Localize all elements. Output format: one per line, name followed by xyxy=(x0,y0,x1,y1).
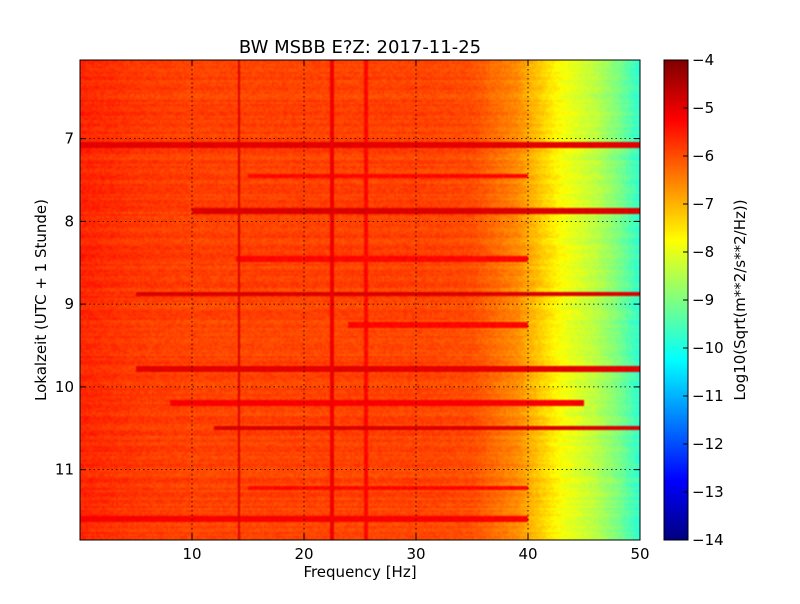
colorbar-tick-label: −13 xyxy=(692,483,724,501)
x-axis: 10 20 30 40 50 xyxy=(182,60,650,563)
colorbar-tick-label: −4 xyxy=(692,51,714,69)
y-axis: 7 8 9 10 11 xyxy=(55,130,640,479)
x-tick-label: 30 xyxy=(406,545,425,563)
colorbar-tick-label: −14 xyxy=(692,531,724,549)
x-tick-label: 20 xyxy=(294,545,313,563)
colorbar-tick-label: −7 xyxy=(692,195,714,213)
x-tick-label: 50 xyxy=(630,545,649,563)
colorbar-tick-label: −11 xyxy=(692,387,724,405)
plot-area xyxy=(79,59,641,541)
colorbar-label: Log10(Sqrt(m**2/s**2/Hz)) xyxy=(731,199,749,400)
y-tick-label: 11 xyxy=(55,461,74,479)
grid-lines xyxy=(80,60,640,540)
x-tick-label: 40 xyxy=(518,545,537,563)
chart-title: BW MSBB E?Z: 2017-11-25 xyxy=(239,37,481,58)
plot-frame xyxy=(79,59,641,541)
spectrogram-image xyxy=(80,60,640,540)
y-tick-label: 10 xyxy=(55,378,74,396)
colorbar-tick-label: −10 xyxy=(692,339,724,357)
colorbar-tick-label: −9 xyxy=(692,291,714,309)
x-axis-label: Frequency [Hz] xyxy=(303,563,416,581)
y-axis-label: Lokalzeit (UTC + 1 Stunde) xyxy=(32,199,50,401)
colorbar-tick-label: −5 xyxy=(692,99,714,117)
colorbar-tick-label: −6 xyxy=(692,147,714,165)
x-tick-label: 10 xyxy=(182,545,201,563)
y-tick-label: 9 xyxy=(64,295,74,313)
colorbar-tick-label: −8 xyxy=(692,243,714,261)
colorbar-tick-label: −12 xyxy=(692,435,724,453)
colorbar: −4 −5 −6 −7 −8 −9 −10 −11 −12 −13 −14 Log10(Sqrt(m… xyxy=(663,51,749,549)
y-tick-label: 8 xyxy=(64,212,74,230)
colorbar-ticks: −4 −5 −6 −7 −8 −9 −10 −11 −12 −13 −14 xyxy=(683,51,724,549)
y-tick-label: 7 xyxy=(64,130,74,148)
